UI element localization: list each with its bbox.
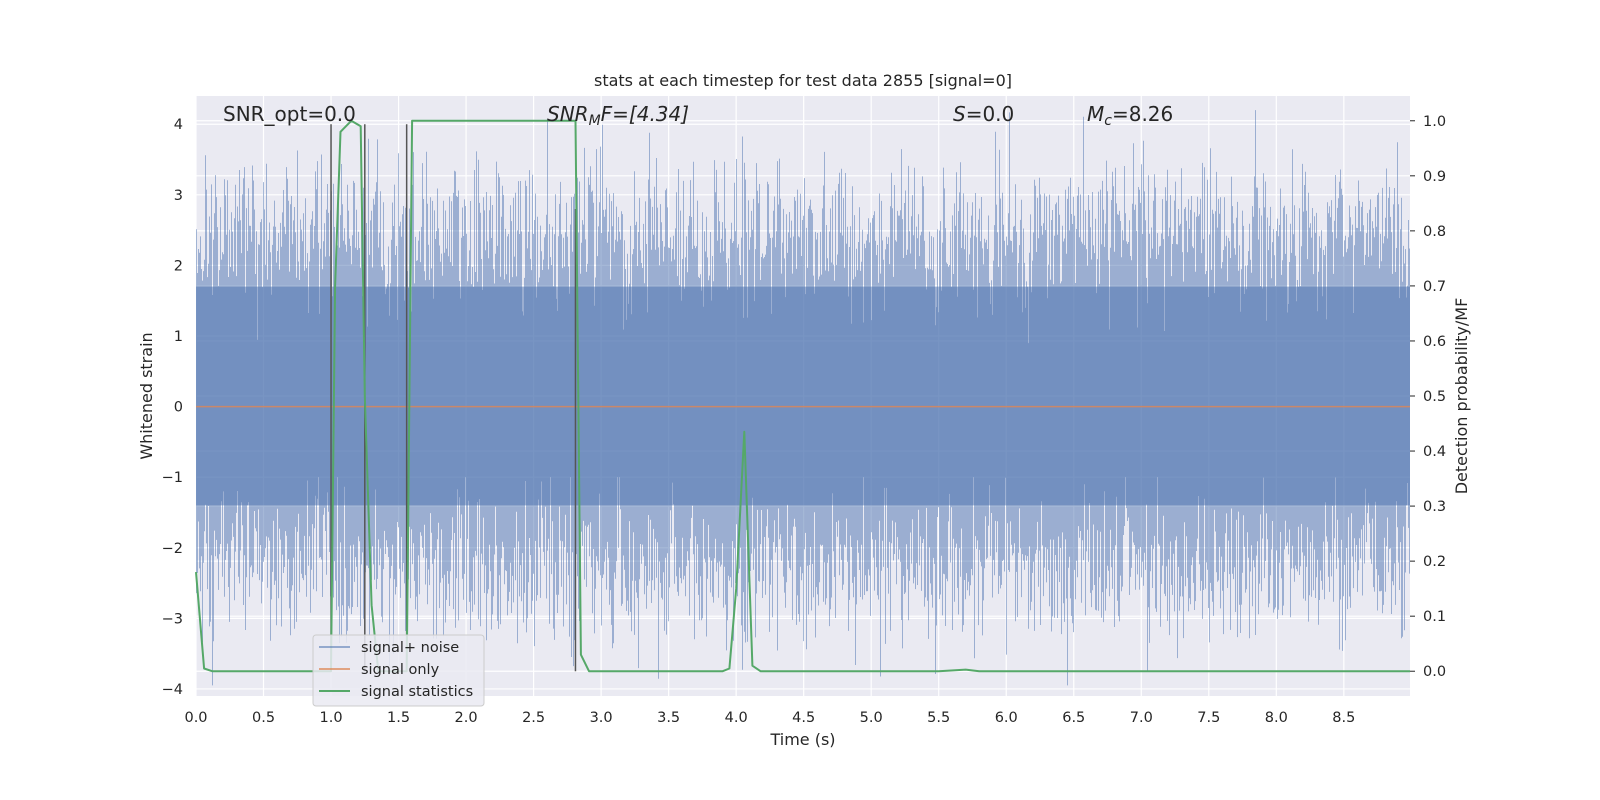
- y-axis-label: Whitened strain: [137, 332, 156, 459]
- y2-tick-label: 0.7: [1423, 279, 1446, 295]
- x-tick-label: 6.5: [1062, 710, 1085, 726]
- y2-tick-label: 0.1: [1423, 609, 1446, 625]
- y2-tick-label: 1.0: [1423, 114, 1446, 130]
- x-tick-label: 3.5: [657, 710, 680, 726]
- snr-mf-annotation: SNRMF=[4.34]: [547, 102, 689, 129]
- y-tick-label: 0: [174, 400, 183, 416]
- signal-noise-series: [196, 110, 1410, 686]
- legend-label-signal-only: signal only: [361, 662, 440, 678]
- mc-subscript: c: [1104, 113, 1112, 129]
- y2-tick-label: 0.3: [1423, 499, 1446, 515]
- mc-value: =8.26: [1112, 102, 1173, 126]
- x-tick-label: 8.5: [1332, 710, 1355, 726]
- snr-mf-suffix: F=[4.34]: [601, 102, 689, 126]
- snr-mf-prefix: SNR: [547, 102, 589, 126]
- x-tick-label: 1.0: [320, 710, 343, 726]
- x-tick-label: 0.5: [252, 710, 275, 726]
- y-tick-label: 4: [174, 117, 183, 133]
- legend-label-signal-statistics: signal statistics: [361, 684, 473, 700]
- snr-opt-annotation: SNR_opt=0.0: [223, 102, 356, 126]
- y-tick-label: −2: [162, 541, 183, 557]
- legend-label-signal-noise: signal+ noise: [361, 640, 459, 656]
- x-tick-label: 7.5: [1197, 710, 1220, 726]
- x-tick-label: 8.0: [1265, 710, 1288, 726]
- y2-tick-label: 0.5: [1423, 389, 1446, 405]
- y-tick-labels: 4 3 2 1 0 −1 −2 −3 −4: [162, 117, 183, 698]
- x-tick-label: 5.0: [860, 710, 883, 726]
- y2-tick-label: 0.9: [1423, 169, 1446, 185]
- x-axis-label: Time (s): [769, 730, 835, 749]
- x-tick-label: 0.0: [184, 710, 207, 726]
- y2-tick-labels: 1.0 0.9 0.8 0.7 0.6 0.5 0.4 0.3 0.2 0.1 0.0: [1410, 114, 1446, 680]
- y2-tick-label: 0.2: [1423, 554, 1446, 570]
- y-tick-label: −4: [162, 682, 183, 698]
- legend-box: [312, 634, 485, 707]
- y2-axis-label: Detection probability/MF: [1452, 298, 1471, 495]
- y2-tick-label: 0.0: [1423, 664, 1446, 680]
- x-tick-label: 7.0: [1130, 710, 1153, 726]
- s-value: =0.0: [966, 102, 1015, 126]
- x-tick-label: 5.5: [927, 710, 950, 726]
- y2-tick-label: 0.8: [1423, 224, 1446, 240]
- chart-title: stats at each timestep for test data 285…: [594, 71, 1012, 90]
- y2-tick-label: 0.4: [1423, 444, 1446, 460]
- y2-tick-label: 0.6: [1423, 334, 1446, 350]
- s-variable: S: [953, 102, 966, 126]
- signal-statistics-series: [195, 119, 1410, 673]
- x-tick-labels: 0.0 0.5 1.0 1.5 2.0 2.5 3.0 3.5 4.0 4.5 5.0 5.5 6.0 6…: [184, 710, 1355, 726]
- mc-annotation: Mc=8.26: [1087, 102, 1173, 129]
- x-tick-label: 6.0: [995, 710, 1018, 726]
- x-tick-label: 3.0: [590, 710, 613, 726]
- s-annotation: S=0.0: [953, 102, 1014, 126]
- mc-variable: M: [1087, 102, 1104, 126]
- y-tick-label: 2: [174, 258, 183, 274]
- y-tick-label: −3: [162, 611, 183, 627]
- x-tick-label: 4.5: [792, 710, 815, 726]
- x-tick-label: 2.5: [522, 710, 545, 726]
- signal-statistics-line: [195, 119, 1410, 673]
- y-tick-label: −1: [162, 470, 183, 486]
- snr-mf-subscript: M: [589, 113, 601, 129]
- y-tick-label: 1: [174, 329, 183, 345]
- y-tick-label: 3: [174, 188, 183, 204]
- x-tick-label: 2.0: [455, 710, 478, 726]
- x-tick-label: 4.0: [725, 710, 748, 726]
- legend: signal+ noise signal only signal statist…: [312, 634, 485, 707]
- x-tick-label: 1.5: [387, 710, 410, 726]
